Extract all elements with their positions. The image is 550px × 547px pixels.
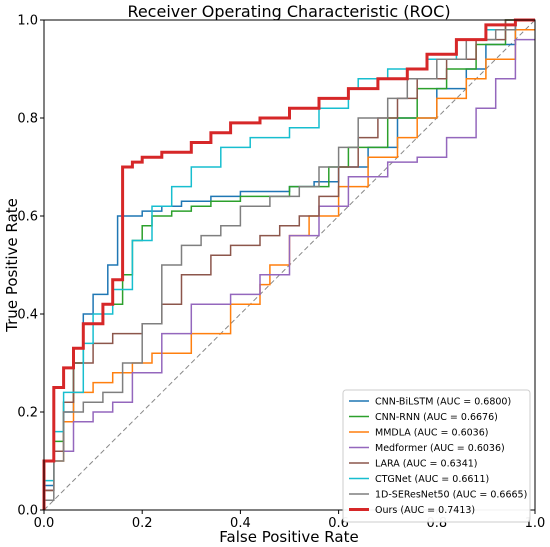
legend-box: [342, 389, 531, 523]
y-tick-label: 0.6: [17, 210, 38, 225]
legend: CNN-BiLSTM (AUC = 0.6800) CNN-RNN (AUC = …: [342, 389, 531, 523]
series-line-6: [43, 19, 535, 510]
chart-title: Receiver Operating Characteristic (ROC): [127, 2, 450, 21]
y-axis-label: True Positive Rate: [3, 198, 21, 333]
x-tick-label: 0.2: [132, 516, 153, 531]
x-tick-label: 0.0: [34, 516, 55, 531]
plot-area: 0.0 0.2 0.4 0.6 0.8 1.00.00.20.40.60.81.0: [17, 14, 545, 532]
y-tick-label: 0.2: [17, 406, 38, 421]
legend-entry-3: Medformer (AUC = 0.6036): [375, 443, 505, 454]
series-line-4: [43, 19, 535, 510]
series-line-7: [42, 18, 535, 510]
axes-frame: [43, 19, 536, 511]
legend-entry-0: CNN-BiLSTM (AUC = 0.6800): [375, 397, 511, 408]
legend-entry-2: MMDLA (AUC = 0.6036): [375, 428, 488, 439]
y-tick-label: 0.8: [17, 112, 38, 127]
legend-entry-7: Ours (AUC = 0.7413): [375, 505, 475, 516]
legend-entry-4: LARA (AUC = 0.6341): [375, 459, 477, 470]
y-tick-label: 0.0: [17, 504, 38, 519]
legend-entry-1: CNN-RNN (AUC = 0.6676): [375, 412, 498, 423]
x-tick-label: 0.4: [230, 516, 251, 531]
legend-entry-6: 1D-SEResNet50 (AUC = 0.6665): [375, 490, 527, 501]
series-line-3: [43, 38, 535, 510]
x-axis-label: False Positive Rate: [219, 528, 358, 546]
y-tick-label: 1.0: [17, 14, 38, 29]
legend-entry-5: CTGNet (AUC = 0.6611): [375, 474, 489, 485]
y-tick-label: 0.4: [17, 308, 38, 323]
